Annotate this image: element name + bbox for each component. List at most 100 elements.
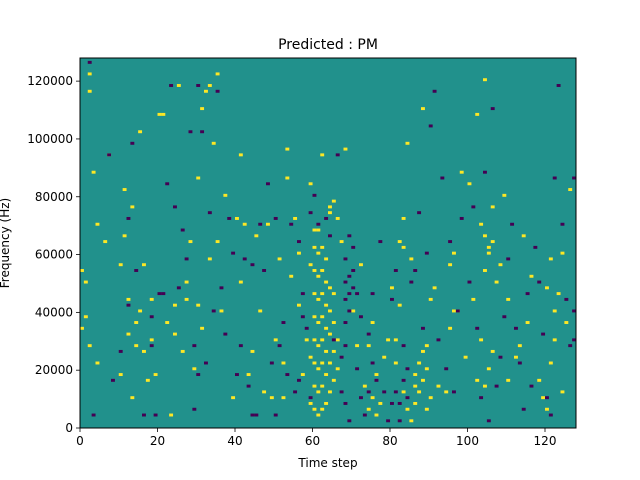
heatmap-cell-low bbox=[424, 251, 429, 255]
heatmap-cell-low bbox=[347, 274, 352, 278]
heatmap-cell-high bbox=[80, 326, 84, 330]
heatmap-cell-high bbox=[506, 297, 511, 301]
heatmap-cell-high bbox=[320, 384, 325, 388]
heatmap-cell-high bbox=[390, 286, 394, 290]
heatmap-cell-low bbox=[556, 84, 561, 87]
heatmap-cell-high bbox=[134, 344, 139, 348]
heatmap-cell-high bbox=[355, 344, 360, 348]
heatmap-cell-low bbox=[521, 407, 526, 411]
x-tick-label: 20 bbox=[150, 434, 165, 448]
heatmap-cell-high bbox=[378, 401, 383, 405]
heatmap-cell-high bbox=[145, 378, 150, 382]
heatmap-cell-high bbox=[556, 292, 561, 296]
heatmap-cell-high bbox=[281, 396, 286, 400]
heatmap-cell-low bbox=[432, 89, 437, 93]
heatmap-cell-high bbox=[568, 188, 573, 192]
heatmap-cell-low bbox=[390, 297, 394, 301]
heatmap-cell-high bbox=[494, 280, 499, 284]
heatmap-cell-high bbox=[316, 321, 321, 324]
heatmap-cell-high bbox=[362, 384, 367, 388]
heatmap-cell-low bbox=[192, 344, 197, 348]
heatmap-cell-high bbox=[293, 216, 298, 220]
heatmap-cell-low bbox=[514, 326, 518, 330]
heatmap-cell-high bbox=[529, 274, 534, 278]
heatmap-cell-high bbox=[308, 355, 313, 359]
heatmap-cell-high bbox=[80, 269, 84, 272]
heatmap-cell-high bbox=[448, 326, 453, 330]
low-value-cells bbox=[87, 60, 577, 423]
heatmap-cell-low bbox=[308, 396, 313, 400]
heatmap-cell-low bbox=[300, 315, 305, 319]
heatmap-cell-low bbox=[467, 280, 472, 284]
heatmap-cell-high bbox=[397, 240, 402, 244]
heatmap-cell-low bbox=[351, 245, 356, 249]
heatmap-cell-low bbox=[250, 263, 255, 267]
heatmap-cell-high bbox=[506, 378, 511, 382]
y-tick-label: 60000 bbox=[35, 248, 73, 262]
y-tick-label: 80000 bbox=[35, 190, 73, 204]
heatmap-cell-high bbox=[316, 228, 321, 232]
heatmap-cell-high bbox=[200, 107, 205, 111]
heatmap-cell-high bbox=[300, 373, 305, 377]
heatmap-cell-high bbox=[328, 309, 332, 313]
heatmap-cell-low bbox=[359, 396, 363, 400]
heatmap-cell-high bbox=[374, 413, 379, 417]
heatmap-cell-low bbox=[273, 413, 278, 417]
heatmap-cell-high bbox=[548, 257, 553, 261]
heatmap-cell-high bbox=[328, 390, 332, 394]
x-tick-label: 100 bbox=[456, 434, 479, 448]
heatmap-cell-high bbox=[176, 84, 181, 87]
heatmap-cell-high bbox=[316, 251, 321, 255]
heatmap-cell-high bbox=[130, 205, 135, 209]
heatmap-cell-high bbox=[331, 292, 336, 296]
heatmap-cell-low bbox=[142, 413, 146, 417]
heatmap-cell-low bbox=[254, 413, 259, 417]
heatmap-cell-low bbox=[444, 367, 449, 371]
heatmap-cell-low bbox=[262, 269, 267, 272]
heatmap-cell-high bbox=[138, 130, 143, 134]
heatmap-cell-low bbox=[297, 378, 301, 382]
heatmap-cell-high bbox=[413, 401, 418, 405]
heatmap-cell-high bbox=[324, 349, 329, 353]
heatmap-cell-high bbox=[192, 367, 197, 371]
heatmap-cell-high bbox=[483, 78, 487, 82]
heatmap-cell-low bbox=[87, 60, 92, 64]
heatmap-cell-high bbox=[157, 112, 162, 116]
heatmap-cell-high bbox=[169, 413, 174, 417]
heatmap-cell-low bbox=[382, 390, 387, 394]
heatmap-cell-low bbox=[207, 211, 212, 215]
plot-area bbox=[79, 57, 577, 429]
heatmap-cell-high bbox=[486, 367, 491, 371]
heatmap-cell-high bbox=[401, 390, 406, 394]
heatmap-cell-low bbox=[506, 257, 511, 261]
heatmap-cell-low bbox=[343, 257, 348, 261]
heatmap-cell-high bbox=[312, 338, 317, 342]
heatmap-cell-high bbox=[448, 263, 453, 267]
heatmap-cell-low bbox=[188, 130, 193, 134]
heatmap-cell-low bbox=[238, 344, 243, 348]
x-tick-label: 120 bbox=[534, 434, 557, 448]
heatmap-cell-high bbox=[173, 303, 177, 307]
heatmap-cell-high bbox=[161, 112, 166, 116]
heatmap-cell-high bbox=[432, 286, 437, 290]
heatmap-cell-high bbox=[479, 222, 484, 226]
heatmap-cell-high bbox=[490, 205, 495, 209]
heatmap-cell-low bbox=[204, 361, 208, 365]
heatmap-cell-low bbox=[517, 361, 522, 365]
heatmap-cell-low bbox=[572, 338, 577, 342]
heatmap-cell-high bbox=[386, 338, 391, 342]
heatmap-cell-low bbox=[405, 367, 410, 371]
heatmap-cell-low bbox=[405, 396, 410, 400]
heatmap-cell-low bbox=[533, 245, 538, 249]
heatmap-cell-high bbox=[483, 234, 487, 238]
heatmap-cell-high bbox=[324, 303, 329, 307]
heatmap-cell-low bbox=[107, 153, 112, 157]
heatmap-cell-high bbox=[401, 245, 406, 249]
heatmap-cell-high bbox=[548, 361, 553, 365]
heatmap-cell-low bbox=[475, 326, 480, 330]
heatmap-cell-low bbox=[393, 269, 398, 272]
heatmap-cell-high bbox=[331, 321, 336, 324]
heatmap-cell-high bbox=[215, 72, 220, 76]
heatmap-cell-high bbox=[320, 245, 325, 249]
